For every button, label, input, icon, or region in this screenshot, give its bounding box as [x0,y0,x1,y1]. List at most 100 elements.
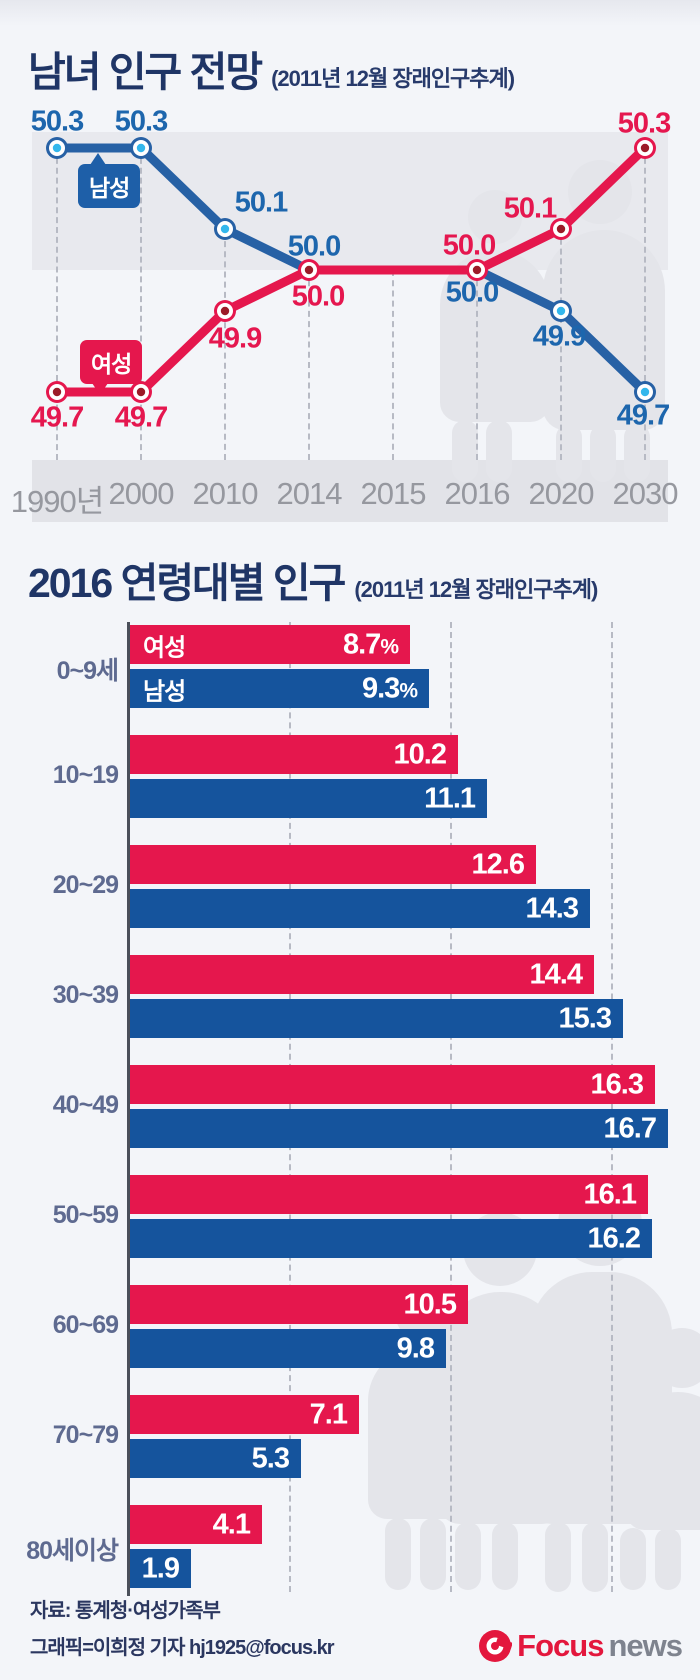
gridline-2014 [308,270,310,460]
person-silhouette-head [558,1182,642,1266]
focusnews-logo-icon [479,1630,513,1662]
female-series-tag-label: 여성 [91,351,132,377]
person-silhouette-head [652,1328,700,1388]
bar-value-label: 8.7% [342,628,399,660]
male-marker-2030 [634,381,656,403]
bar-value-label: 5.3 [251,1442,290,1474]
person-silhouette-leg [492,1522,518,1590]
person-silhouette-head [395,1285,451,1341]
age-label-30~39: 30~39 [52,981,119,1009]
logo-suffix-text: news [608,1628,683,1663]
bar-value-label: 14.4 [529,958,583,990]
age-label-40~49: 40~49 [52,1091,119,1119]
bar-value-label: 7.1 [309,1398,348,1430]
female-bar-50~59: 16.1 [130,1175,648,1214]
male-bar-10~19: 11.1 [130,779,487,818]
bar-gridline-15 [611,622,613,1592]
male-bar-70~79: 5.3 [130,1439,301,1478]
person-silhouette-torso [368,1347,476,1519]
female-marker-2010 [217,303,233,319]
bar-chart-subtitle: (2011년 12월 장래인구추계) [354,577,598,602]
bar-value-label: 11.1 [424,782,476,814]
male-bar-80세이상: 1.9 [130,1549,191,1588]
female-marker-2010 [220,306,230,316]
age-label-20~29: 20~29 [52,871,119,899]
female-value-label-2010: 49.9 [208,322,262,355]
male-marker-2030 [637,384,653,400]
source-text: 자료: 통계청·여성가족부 [30,1600,221,1622]
male-bar-0~9세: 남성 9.3% [130,669,429,708]
age-label-0~9세: 0~9세 [56,657,119,685]
person-silhouette-leg [655,1528,681,1590]
gridline-2015 [392,270,394,460]
bar-chart-title: 2016 연령대별 인구 [28,560,346,606]
person-silhouette-torso [530,1272,672,1524]
bar-value-label: 14.3 [525,892,579,924]
person-silhouette-leg [620,1528,646,1590]
bar-value-label: 16.7 [603,1112,657,1144]
bar-value-label: 4.1 [212,1508,251,1540]
bar-value-label: 9.3% [361,672,418,704]
female-value-label-2000: 49.7 [114,401,168,434]
male-bar-30~39: 15.3 [130,999,623,1038]
female-marker-2000 [133,384,149,400]
female-marker-2000 [136,387,146,397]
female-marker-1990년 [52,387,62,397]
female-marker-2010 [214,300,236,322]
age-label-60~69: 60~69 [52,1311,119,1339]
male-bar-60~69: 9.8 [130,1329,446,1368]
logo-brand-text: Focus [517,1628,604,1663]
female-value-label-1990년: 49.7 [30,401,84,434]
male-marker-2020 [550,300,572,322]
bar-value-suffix: % [399,679,418,702]
focusnews-logo: Focus news [478,1628,683,1664]
male-value-label-2016: 50.0 [445,276,499,309]
age-label-10~19: 10~19 [52,761,119,789]
male-marker-2020 [556,306,566,316]
male-value-label-2030: 49.7 [616,399,670,432]
bar-value-label: 16.1 [583,1178,637,1210]
bar-gridline-10 [450,622,452,1592]
bar-value-label: 10.2 [393,738,447,770]
female-bar-60~69: 10.5 [130,1285,468,1324]
person-silhouette-leg [455,1522,481,1590]
credit-text: 그래픽=이희정 기자 hj1925@focus.kr [30,1637,335,1659]
age-label-50~59: 50~59 [52,1201,119,1229]
female-bar-10~19: 10.2 [130,735,458,774]
bar-value-label: 16.3 [590,1068,644,1100]
female-bar-30~39: 14.4 [130,955,594,994]
person-silhouette-torso [440,250,550,422]
male-marker-2030 [640,387,650,397]
person-silhouette-head [463,1212,537,1286]
top-gradient-decor [0,0,700,26]
female-bar-80세이상: 4.1 [130,1505,262,1544]
bar-value-label: 1.9 [141,1552,180,1584]
line-chart-title-row: 남녀 인구 전망 (2011년 12월 장래인구추계) [28,38,515,98]
female-bar-20~29: 12.6 [130,845,536,884]
male-bar-20~29: 14.3 [130,889,590,928]
bar-value-label: 10.5 [403,1288,457,1320]
person-silhouette-torso [438,1292,564,1524]
person-silhouette-torso [626,1392,700,1530]
male-bar-40~49: 16.7 [130,1109,668,1148]
person-silhouette-leg [582,1522,608,1592]
bar-value-label: 12.6 [471,848,525,880]
line-chart-subtitle: (2011년 12월 장래인구추계) [271,66,515,91]
age-label-70~79: 70~79 [52,1421,119,1449]
bar-chart-axis-line [127,622,130,1596]
bar-chart-title-row: 2016 연령대별 인구 (2011년 12월 장래인구추계) [28,549,598,609]
female-bar-0~9세: 여성 8.7% [130,625,410,664]
male-bar-series-label: 남성 [143,678,186,705]
male-value-label-2020: 49.9 [532,320,586,353]
female-bar-40~49: 16.3 [130,1065,655,1104]
bar-value-label: 15.3 [558,1002,612,1034]
male-marker-2020 [553,303,569,319]
bar-gridline-5 [289,622,291,1592]
female-bar-series-label: 여성 [143,634,186,661]
male-bar-50~59: 16.2 [130,1219,652,1258]
person-silhouette-leg [545,1522,571,1592]
male-series-tag: 남성 [78,153,141,208]
x-axis-strip [32,460,668,522]
male-series-tag-label: 남성 [89,175,130,201]
